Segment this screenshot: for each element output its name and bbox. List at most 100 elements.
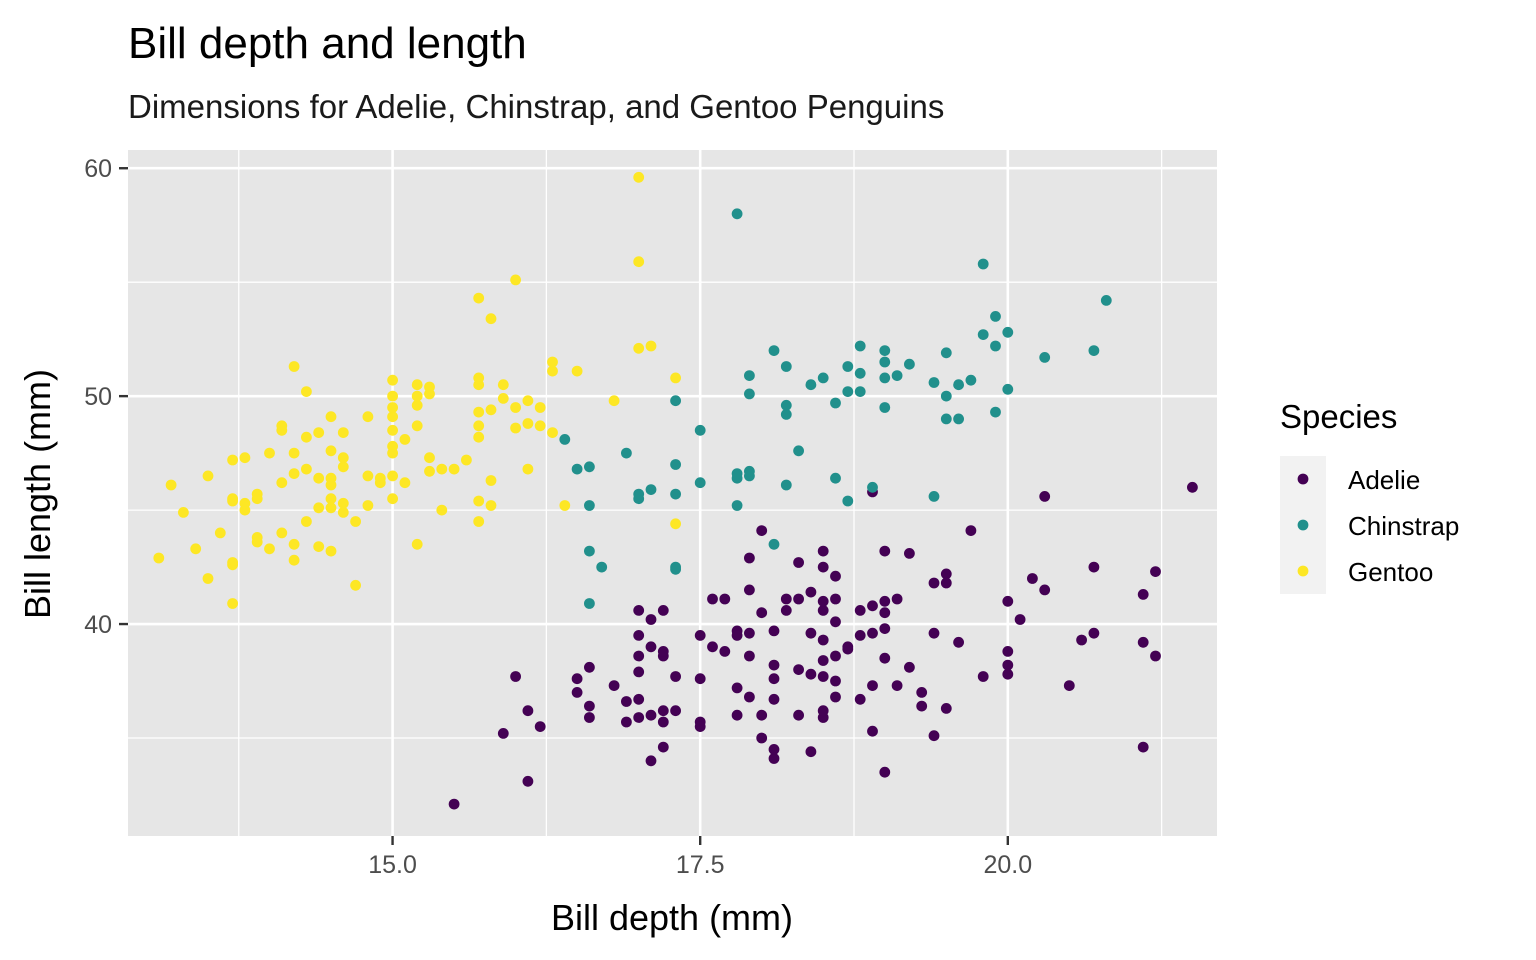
data-point — [817, 605, 829, 616]
legend: Species Adelie Chinstrap Gentoo — [1280, 398, 1459, 594]
data-point — [596, 561, 608, 573]
data-point — [411, 538, 423, 550]
data-point — [768, 693, 780, 705]
data-point — [780, 593, 792, 605]
data-point — [670, 705, 681, 717]
data-point — [1002, 595, 1014, 607]
data-point — [805, 627, 817, 639]
data-point — [731, 630, 743, 641]
data-point — [817, 561, 829, 573]
data-point — [497, 393, 509, 404]
data-point — [990, 311, 1001, 322]
data-point — [645, 484, 657, 495]
data-point — [313, 502, 325, 514]
data-point — [251, 532, 263, 543]
data-point — [817, 671, 829, 682]
series-gentoo — [153, 171, 681, 609]
data-point — [1137, 636, 1149, 648]
data-point — [387, 411, 398, 423]
legend-item-chinstrap: Chinstrap — [1297, 511, 1459, 541]
data-point — [891, 680, 903, 691]
data-point — [744, 388, 755, 400]
data-point — [953, 636, 964, 648]
data-point — [1002, 646, 1014, 657]
data-point — [1076, 634, 1087, 646]
data-point — [830, 616, 841, 628]
data-point — [190, 543, 202, 555]
data-point — [731, 500, 743, 511]
data-point — [854, 693, 866, 705]
data-point — [645, 340, 657, 352]
y-tick-label: 60 — [84, 155, 112, 183]
data-point — [264, 447, 275, 459]
data-point — [645, 641, 657, 653]
data-point — [657, 605, 669, 616]
data-point — [485, 313, 497, 325]
data-point — [584, 712, 595, 723]
data-point — [916, 700, 928, 712]
data-point — [424, 465, 435, 477]
data-point — [953, 413, 964, 425]
data-point — [350, 579, 361, 591]
data-point — [473, 292, 485, 304]
data-point — [940, 413, 952, 425]
legend-swatch — [1297, 473, 1309, 485]
data-point — [793, 709, 804, 721]
data-point — [411, 420, 423, 432]
data-point — [744, 465, 755, 477]
data-point — [288, 554, 300, 566]
data-point — [830, 675, 841, 687]
data-point — [264, 543, 275, 555]
data-point — [436, 504, 448, 516]
data-point — [990, 340, 1001, 352]
data-point — [584, 500, 595, 511]
data-point — [744, 650, 755, 662]
data-point — [867, 481, 878, 493]
data-point — [301, 516, 312, 527]
data-point — [473, 372, 485, 384]
data-point — [522, 395, 534, 407]
data-point — [928, 577, 940, 589]
data-point — [744, 552, 755, 564]
data-point — [411, 399, 423, 411]
data-point — [251, 488, 263, 500]
data-point — [731, 682, 743, 694]
data-point — [571, 673, 583, 685]
data-point — [780, 605, 792, 616]
data-point — [854, 386, 866, 397]
data-point — [522, 705, 534, 717]
data-point — [879, 595, 891, 607]
legend-item-gentoo: Gentoo — [1297, 557, 1433, 587]
data-point — [879, 545, 891, 557]
data-point — [879, 623, 891, 634]
data-point — [793, 445, 804, 457]
data-point — [178, 507, 189, 518]
data-point — [1002, 668, 1014, 680]
data-point — [621, 447, 632, 459]
data-point — [1063, 680, 1075, 691]
data-point — [547, 356, 558, 368]
data-point — [805, 668, 817, 680]
data-point — [645, 755, 657, 767]
data-point — [350, 516, 361, 527]
data-point — [904, 548, 915, 559]
data-point — [227, 493, 239, 505]
data-point — [817, 372, 829, 384]
data-point — [780, 399, 792, 411]
data-point — [694, 673, 706, 685]
data-point — [473, 516, 485, 527]
data-point — [965, 525, 977, 536]
data-point — [768, 538, 780, 550]
data-point — [424, 452, 435, 464]
data-point — [153, 552, 165, 564]
data-point — [744, 584, 755, 596]
data-point — [670, 395, 681, 407]
data-point — [780, 479, 792, 491]
data-point — [940, 577, 952, 589]
data-point — [1137, 741, 1149, 753]
data-point — [768, 625, 780, 637]
data-point — [1150, 650, 1161, 662]
data-point — [744, 627, 755, 639]
data-point — [633, 630, 645, 641]
